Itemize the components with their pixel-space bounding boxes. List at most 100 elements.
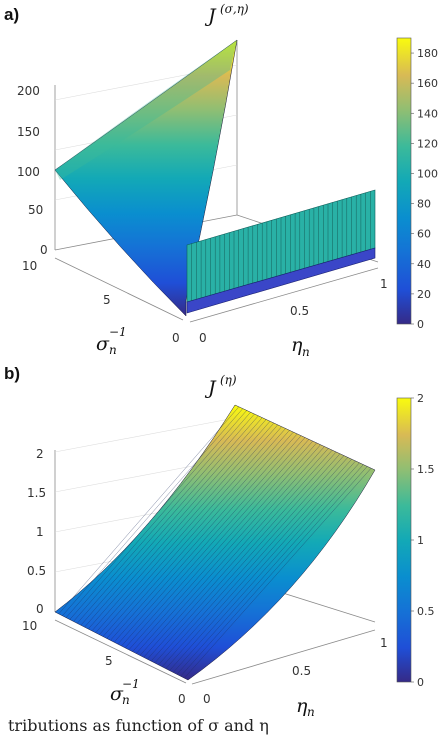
mesh-line (125, 439, 310, 648)
mesh-line (102, 428, 286, 637)
panel-a-z-tick: 150 (17, 125, 40, 139)
mesh-line (139, 446, 325, 656)
panel-a-title-superscript: (σ,η) (220, 2, 249, 16)
mesh-line (77, 415, 259, 624)
panel-a-colorbar-bar (396, 37, 412, 325)
panel-b-z-ticks: 2 1.5 1 0.5 0 (27, 447, 46, 616)
mesh-line (65, 410, 247, 618)
panel-b-grid-line (54, 417, 236, 453)
mesh-line (84, 419, 267, 628)
mesh-line (121, 437, 306, 647)
panel-b-x-tick: 10 (22, 619, 37, 633)
mesh-line (173, 462, 360, 673)
mesh-line (58, 406, 240, 614)
mesh-line (73, 413, 255, 622)
panel-a-xlabel-superscript: −1 (109, 325, 127, 339)
panel-b-colorbar-bar (396, 397, 412, 683)
panel-b-title-main: J (204, 377, 217, 399)
colorbar-tick-label: 1 (417, 534, 424, 547)
figure-caption: tributions as function of σ and η (8, 716, 269, 735)
panel-a-x-tick: 5 (103, 293, 111, 307)
panel-a-y-tick: 0.5 (290, 304, 309, 318)
panel-a-z-tick: 50 (28, 203, 43, 217)
panel-b-y-tick: 1 (380, 636, 388, 650)
mesh-line (113, 433, 298, 643)
mesh-line (169, 460, 356, 671)
panel-a-z-tick: 0 (40, 243, 48, 257)
mesh-line (69, 412, 251, 620)
mesh-line (176, 464, 364, 675)
panel-b-y-tick: 0 (203, 692, 211, 706)
mesh-line (99, 426, 282, 635)
mesh-line (88, 421, 271, 630)
colorbar-tick-label: 2 (417, 392, 424, 405)
panel-b-z-tick: 1 (36, 525, 44, 539)
panel-b: b) J (η) 2 1.5 1 0.5 0 (4, 364, 435, 719)
panel-b-xlabel-subscript: n (122, 693, 130, 707)
panel-a-title-main: J (204, 5, 217, 27)
panel-a-ylabel: η n (291, 334, 310, 359)
mesh-line (184, 468, 372, 679)
panel-a-wall-base (186, 247, 376, 314)
mesh-line (158, 455, 345, 665)
panel-a-y-axis (189, 267, 379, 323)
panel-a: a) J (σ,η) 200 (4, 2, 438, 359)
mesh-line (117, 435, 302, 645)
panel-a-colorbar-ticks: 180 160 140 120 100 80 60 40 20 0 (411, 47, 438, 331)
panel-a-z-ticks: 200 150 100 50 0 (17, 84, 48, 257)
panel-b-label: b) (4, 364, 20, 383)
panel-a-xlabel: σ −1 n (96, 325, 127, 357)
mesh-line (95, 424, 278, 633)
panel-b-x-tick: 0 (178, 692, 186, 706)
panel-b-z-tick: 0.5 (27, 564, 46, 578)
panel-a-xlabel-main: σ (96, 333, 110, 355)
panel-a-title: J (σ,η) (204, 2, 249, 27)
panel-b-z-tick: 2 (36, 447, 44, 461)
colorbar-tick-label: 20 (417, 288, 431, 301)
panel-b-z-tick: 0 (36, 602, 44, 616)
panel-b-mesh (58, 406, 372, 679)
panel-b-surface (54, 404, 376, 681)
panel-b-y-tick: 0.5 (292, 664, 311, 678)
panel-b-x-tick: 5 (105, 654, 113, 668)
mesh-line (132, 442, 317, 652)
mesh-line (162, 457, 348, 667)
colorbar-tick-label: 180 (417, 47, 438, 60)
mesh-line (180, 466, 368, 677)
colorbar-tick-label: 0 (417, 676, 424, 689)
panel-a-ylabel-subscript: n (302, 345, 310, 359)
panel-a-y-ticks: 0 0.5 1 (199, 277, 388, 345)
panel-b-xlabel-main: σ (110, 683, 124, 705)
mesh-line (80, 417, 263, 626)
panel-a-ylabel-main: η (291, 334, 303, 356)
mesh-line (106, 430, 290, 639)
panel-a-colorbar: 180 160 140 120 100 80 60 40 20 0 (396, 37, 438, 331)
mesh-line (91, 422, 275, 631)
mesh-line (154, 453, 341, 664)
mesh-line (62, 408, 243, 616)
panel-a-z-tick: 100 (17, 165, 40, 179)
mesh-line (143, 448, 329, 658)
panel-a-x-ticks: 10 5 0 (22, 259, 180, 345)
colorbar-tick-label: 0 (417, 318, 424, 331)
panel-a-surface (54, 39, 376, 317)
colorbar-tick-label: 120 (417, 137, 438, 150)
panel-a-y-tick: 1 (380, 277, 388, 291)
mesh-line (110, 431, 294, 641)
panel-b-surface-body (54, 404, 376, 681)
panel-b-xlabel-superscript: −1 (122, 677, 140, 691)
panel-b-title: J (η) (204, 373, 237, 399)
panel-b-z-tick: 1.5 (27, 486, 46, 500)
colorbar-tick-label: 160 (417, 77, 438, 90)
mesh-line (128, 441, 313, 650)
panel-a-y-tick: 0 (199, 331, 207, 345)
panel-a-z-tick: 200 (17, 84, 40, 98)
panel-b-colorbar-ticks: 2 1.5 1 0.5 0 (411, 392, 435, 689)
panel-a-x-tick: 0 (172, 331, 180, 345)
panel-a-label: a) (4, 5, 19, 24)
mesh-line (136, 444, 321, 654)
mesh-line (165, 459, 352, 669)
mesh-line (147, 450, 333, 660)
panel-a-surface-upper (55, 40, 237, 180)
